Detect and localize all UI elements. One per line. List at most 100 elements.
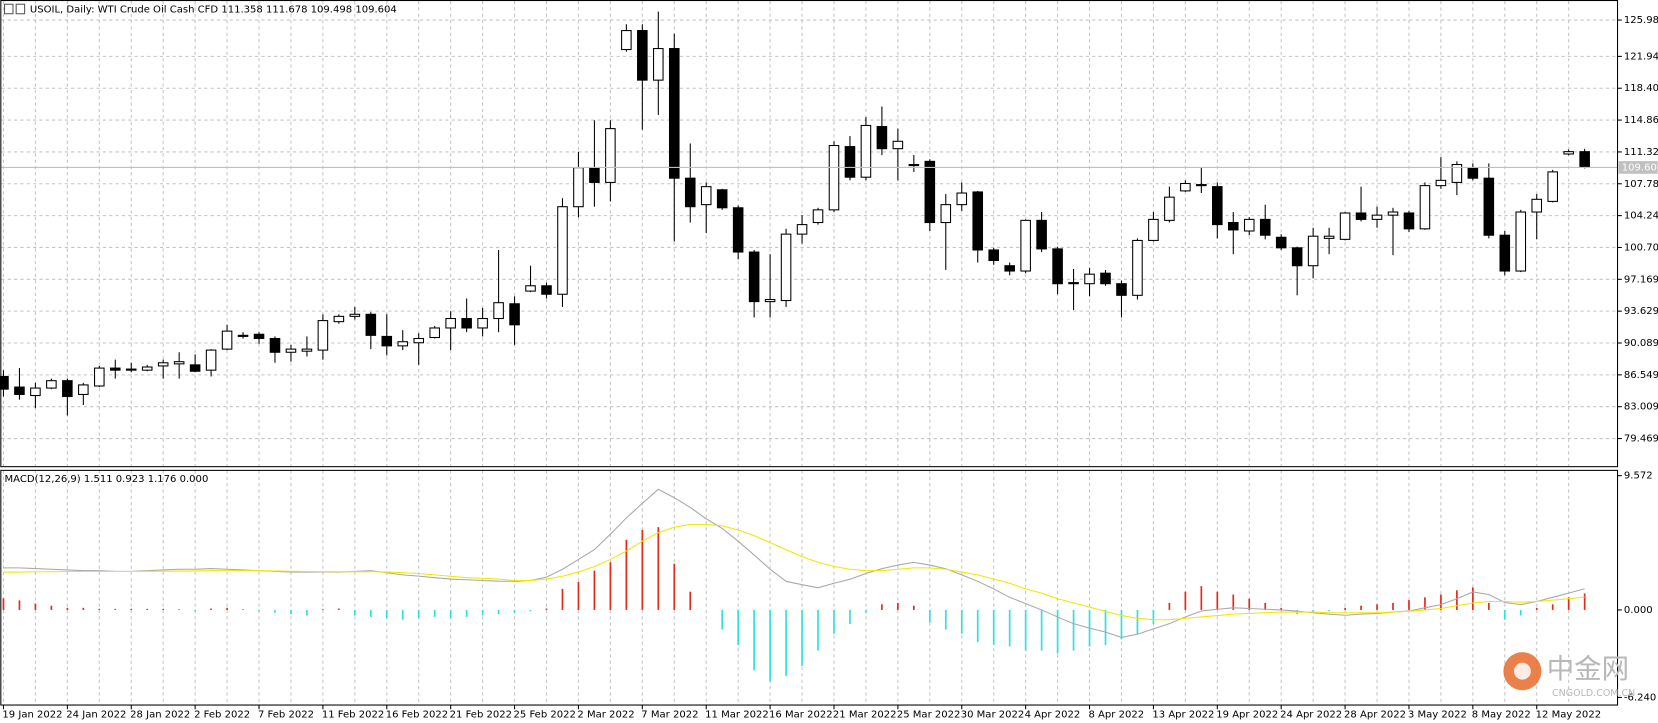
candle-body <box>844 146 856 178</box>
icon <box>3 3 14 15</box>
x-tick-label: 24 Apr 2022 <box>1280 710 1342 721</box>
candle-body <box>493 302 504 320</box>
y-tick-label: 107.789 <box>1624 179 1658 190</box>
candle-body <box>317 320 329 351</box>
x-tick-label: 28 Apr 2022 <box>1344 710 1406 721</box>
y-tick-label: 125.989 <box>1624 15 1658 26</box>
candle-body <box>461 317 472 329</box>
candle-body <box>716 189 728 209</box>
candle-body <box>1291 247 1303 267</box>
candle-body <box>668 48 680 179</box>
y-tick-label: 118.409 <box>1624 83 1658 94</box>
candle-body <box>924 160 936 224</box>
candle-body <box>1435 179 1447 187</box>
x-tick-label: 24 Jan 2022 <box>66 710 126 721</box>
candle-body <box>637 30 648 81</box>
candle-body <box>1419 185 1431 230</box>
candle-body <box>349 313 361 317</box>
candle-body <box>589 167 600 183</box>
x-tick-label: 3 May 2022 <box>1408 710 1467 721</box>
candle-body <box>1100 272 1111 285</box>
y-tick-label: 111.329 <box>1624 147 1658 158</box>
candle-body <box>1084 273 1095 285</box>
candle-body <box>780 233 792 302</box>
macd-title: MACD(12,26,9) 1.511 0.923 1.176 0.000 <box>5 474 209 485</box>
x-tick-label: 16 Mar 2022 <box>769 710 833 721</box>
x-tick-label: 28 Jan 2022 <box>130 710 190 721</box>
x-tick-label: 11 Feb 2022 <box>322 710 384 721</box>
candle-body <box>1227 222 1239 231</box>
candle-body <box>1052 248 1063 285</box>
candle-body <box>429 327 440 339</box>
candle-body <box>46 380 57 389</box>
y-tick-label: 97.169 <box>1624 274 1658 285</box>
x-tick-label: 2 Mar 2022 <box>577 710 634 721</box>
last-price-box <box>1618 161 1658 174</box>
candle-body <box>1483 177 1495 236</box>
candle-body <box>445 317 456 329</box>
candle-body <box>557 206 568 295</box>
candle-body <box>1212 186 1223 226</box>
candle-body <box>78 384 89 395</box>
candle-body <box>605 128 616 183</box>
candle-body <box>237 334 249 337</box>
candle-body <box>94 367 105 387</box>
candle-body <box>860 124 872 178</box>
y-tick-label: 79.469 <box>1624 434 1658 445</box>
candle-body <box>1579 151 1590 168</box>
symbol-icons <box>3 3 26 15</box>
candle-body <box>828 145 840 211</box>
candle-body <box>653 48 664 81</box>
candle-body <box>381 335 393 347</box>
y-tick-label: 0.000 <box>1624 605 1653 616</box>
x-tick-label: 19 Apr 2022 <box>1216 710 1278 721</box>
candle-body <box>621 30 632 51</box>
candle-body <box>1004 265 1015 272</box>
candle-body <box>1132 239 1143 296</box>
candle-body <box>1339 212 1351 240</box>
candle-body <box>205 349 217 371</box>
candle-body <box>1148 218 1159 241</box>
candle-body <box>892 140 904 150</box>
candle-body <box>1180 182 1191 192</box>
x-tick-label: 4 Apr 2022 <box>1025 710 1081 721</box>
candle-body <box>988 249 999 262</box>
y-tick-label: 90.089 <box>1624 338 1658 349</box>
y-tick-label: -6.240 <box>1624 692 1656 703</box>
y-tick-label: 9.572 <box>1624 471 1653 482</box>
candle-body <box>1164 196 1175 221</box>
y-tick-label: 121.949 <box>1624 51 1658 62</box>
candle-body <box>956 192 968 206</box>
candle-body <box>301 348 313 352</box>
x-tick-label: 7 Mar 2022 <box>641 710 698 721</box>
candle-body <box>141 366 153 371</box>
watermark-title: 中金网 <box>1547 653 1629 685</box>
candle-body <box>876 126 888 150</box>
candle-body <box>972 191 984 251</box>
x-tick-label: 8 May 2022 <box>1472 710 1531 721</box>
candle-body <box>1531 198 1543 213</box>
candle-body <box>477 317 488 329</box>
grid <box>1 1 1618 706</box>
candle-body <box>109 367 121 371</box>
candle-body <box>62 380 73 398</box>
candle-body <box>1259 218 1271 236</box>
watermark-subtitle: CNGOLD.COM.CN <box>1552 688 1635 699</box>
watermark: 中金网 CNGOLD.COM.CN <box>1503 652 1635 699</box>
x-tick-label: 25 Mar 2022 <box>897 710 961 721</box>
candle-body <box>221 330 233 350</box>
candle-body <box>748 251 760 303</box>
candle-body <box>1020 219 1031 272</box>
macd-panel-frame <box>0 469 1619 706</box>
candle-body <box>684 177 696 208</box>
candle-body <box>1307 235 1319 267</box>
candle-body <box>1451 163 1463 183</box>
candle-body <box>1547 171 1558 202</box>
candle-body <box>541 285 552 295</box>
candle-body <box>1403 212 1415 230</box>
y-tick-label: 114.869 <box>1624 115 1658 126</box>
y-tick-label: 83.009 <box>1624 402 1658 413</box>
candle-body <box>0 375 9 390</box>
